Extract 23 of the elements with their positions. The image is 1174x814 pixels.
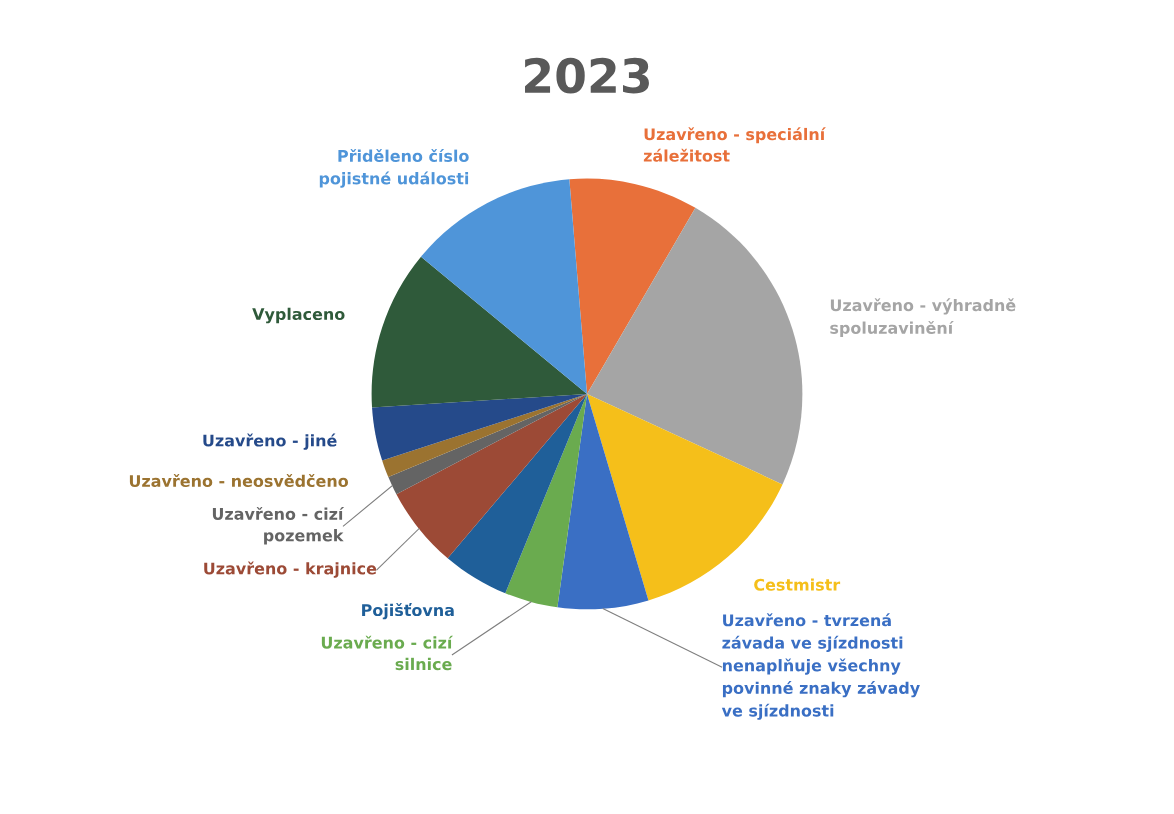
slice-label: Uzavřeno - tvrzená závada ve sjízdnosti nenaplňuje všechny povinné znaky závady ve sjízdnosti	[721, 613, 920, 720]
pie-slice	[557, 393, 649, 610]
slice-label: Uzavřeno - jiné	[203, 433, 337, 450]
pie-slice	[569, 178, 696, 394]
slice-label: Cestmistr	[754, 578, 841, 591]
pie-slice	[505, 393, 587, 608]
pie-slice	[388, 393, 587, 495]
slice-label: Přiděleno číslo pojistné události	[319, 148, 469, 188]
pie-slice	[372, 393, 587, 461]
pie-slice	[587, 207, 803, 485]
pie-slice	[371, 256, 587, 408]
pie-slice	[382, 393, 587, 478]
pie-slice	[396, 393, 587, 559]
slice-label: Uzavřeno - speciální záležitost	[643, 127, 826, 162]
slice-label: Uzavřeno - neosvědčeno	[129, 474, 349, 488]
pie-slice	[447, 393, 587, 594]
slice-label: Uzavřeno - cizí silnice	[321, 635, 454, 671]
slice-label: Uzavřeno - cizí pozemek	[212, 506, 345, 545]
chart-title: 2023	[525, 57, 649, 94]
slice-label: Pojišťovna	[362, 602, 454, 620]
slice-label: Uzavřeno - krajnice	[204, 561, 377, 578]
slice-label: Vyplaceno	[252, 307, 345, 324]
slice-label: Uzavřeno - výhradně spoluzavinění	[830, 298, 1016, 337]
